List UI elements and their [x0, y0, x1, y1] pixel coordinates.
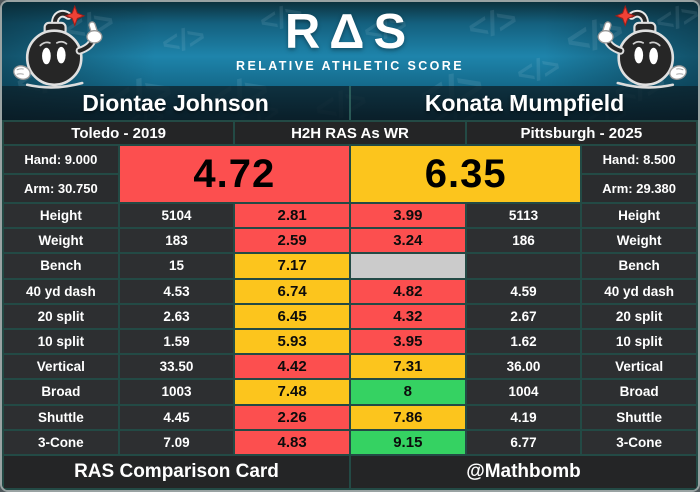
metric-ras-right: 4.32 [350, 304, 465, 328]
arm-length-left: Arm: 30.750 [4, 175, 118, 202]
metric-label-left: Broad [4, 380, 118, 404]
metric-ras-right: 3.99 [350, 204, 465, 228]
metric-label-left: Weight [4, 229, 118, 253]
ras-logo: RΔS RELATIVE ATHLETIC SCORE [236, 5, 464, 74]
player-name-right: Konata Mumpfield [349, 86, 698, 120]
metric-ras-right: 3.95 [350, 330, 465, 354]
arm-length-right: Arm: 29.380 [582, 175, 696, 202]
metric-value-right: 2.67 [466, 304, 581, 328]
metric-value-right: 4.59 [466, 279, 581, 303]
metric-label-left: Vertical [4, 355, 118, 379]
metric-value-right: 5113 [466, 204, 581, 228]
code-tag-glyph: </> [159, 19, 209, 61]
metric-value-right: 4.19 [466, 405, 581, 429]
metric-label-right: 3-Cone [582, 430, 696, 454]
metric-ras-right: 4.82 [350, 279, 465, 303]
metric-value-left: 15 [119, 254, 234, 278]
comparison-table: Toledo - 2019 H2H RAS As WR Pittsburgh -… [2, 120, 698, 490]
metric-label-right: Height [582, 204, 696, 228]
bomb-mascot-icon-mirrored [597, 5, 687, 89]
metric-label-left: 20 split [4, 304, 118, 328]
metric-value-right: 186 [466, 229, 581, 253]
ras-logo-text: RΔS [284, 5, 416, 59]
metric-ras-left: 7.48 [235, 380, 349, 404]
metric-value-left: 1.59 [119, 330, 234, 354]
metric-value-right [466, 254, 581, 278]
metric-label-left: Shuttle [4, 405, 118, 429]
metric-label-left: Height [4, 204, 118, 228]
hand-size-left: Hand: 9.000 [4, 146, 118, 173]
metric-label-right: 40 yd dash [582, 279, 696, 303]
metric-ras-left: 5.93 [235, 330, 349, 354]
metric-ras-left: 4.42 [235, 355, 349, 379]
metric-value-right: 6.77 [466, 430, 581, 454]
metric-label-right: Weight [582, 229, 696, 253]
metric-ras-left: 2.81 [235, 204, 349, 228]
metric-value-right: 1.62 [466, 330, 581, 354]
metric-value-left: 4.53 [119, 279, 234, 303]
player-name-left: Diontae Johnson [82, 89, 269, 116]
metric-value-left: 7.09 [119, 430, 234, 454]
metric-label-right: Broad [582, 380, 696, 404]
metric-value-left: 4.45 [119, 405, 234, 429]
metric-value-left: 33.50 [119, 355, 234, 379]
metric-ras-left: 2.59 [235, 229, 349, 253]
metric-label-right: Vertical [582, 355, 696, 379]
ras-logo-subtitle: RELATIVE ATHLETIC SCORE [236, 59, 464, 74]
metric-ras-right: 7.86 [350, 405, 465, 429]
player-names-row: Diontae Johnson Konata Mumpfield [2, 86, 698, 120]
metric-ras-right: 8 [350, 380, 465, 404]
overall-ras-right: 6.35 [350, 146, 581, 202]
metric-label-left: 3-Cone [4, 430, 118, 454]
overall-ras-left: 4.72 [119, 146, 349, 202]
metric-value-right: 1004 [466, 380, 581, 404]
metric-value-right: 36.00 [466, 355, 581, 379]
metric-ras-left: 6.74 [235, 279, 349, 303]
metric-ras-left: 7.17 [235, 254, 349, 278]
metric-label-right: 20 split [582, 304, 696, 328]
metric-value-left: 1003 [119, 380, 234, 404]
team-year-right: Pittsburgh - 2025 [466, 122, 696, 144]
code-tag-glyph: </> [513, 50, 564, 92]
metric-label-left: Bench [4, 254, 118, 278]
header-banner: </></></></></></></></></></></></></><… [2, 2, 698, 120]
metric-label-right: 10 split [582, 330, 696, 354]
footer-title: RAS Comparison Card [4, 456, 349, 488]
metric-ras-left: 4.83 [235, 430, 349, 454]
footer-handle: @Mathbomb [350, 456, 696, 488]
metric-ras-left: 6.45 [235, 304, 349, 328]
metric-label-right: Shuttle [582, 405, 696, 429]
metric-value-left: 183 [119, 229, 234, 253]
metric-ras-right: 3.24 [350, 229, 465, 253]
metric-label-left: 10 split [4, 330, 118, 354]
metric-value-left: 2.63 [119, 304, 234, 328]
metric-label-right: Bench [582, 254, 696, 278]
team-year-left: Toledo - 2019 [4, 122, 234, 144]
bomb-mascot-icon [13, 5, 103, 89]
hand-size-right: Hand: 8.500 [582, 146, 696, 173]
metric-ras-right: 7.31 [350, 355, 465, 379]
metric-value-left: 5104 [119, 204, 234, 228]
metric-ras-left: 2.26 [235, 405, 349, 429]
code-tag-glyph: </> [464, 2, 521, 48]
metric-label-left: 40 yd dash [4, 279, 118, 303]
h2h-title: H2H RAS As WR [235, 122, 465, 144]
metric-ras-right [350, 254, 465, 278]
metric-ras-right: 9.15 [350, 430, 465, 454]
